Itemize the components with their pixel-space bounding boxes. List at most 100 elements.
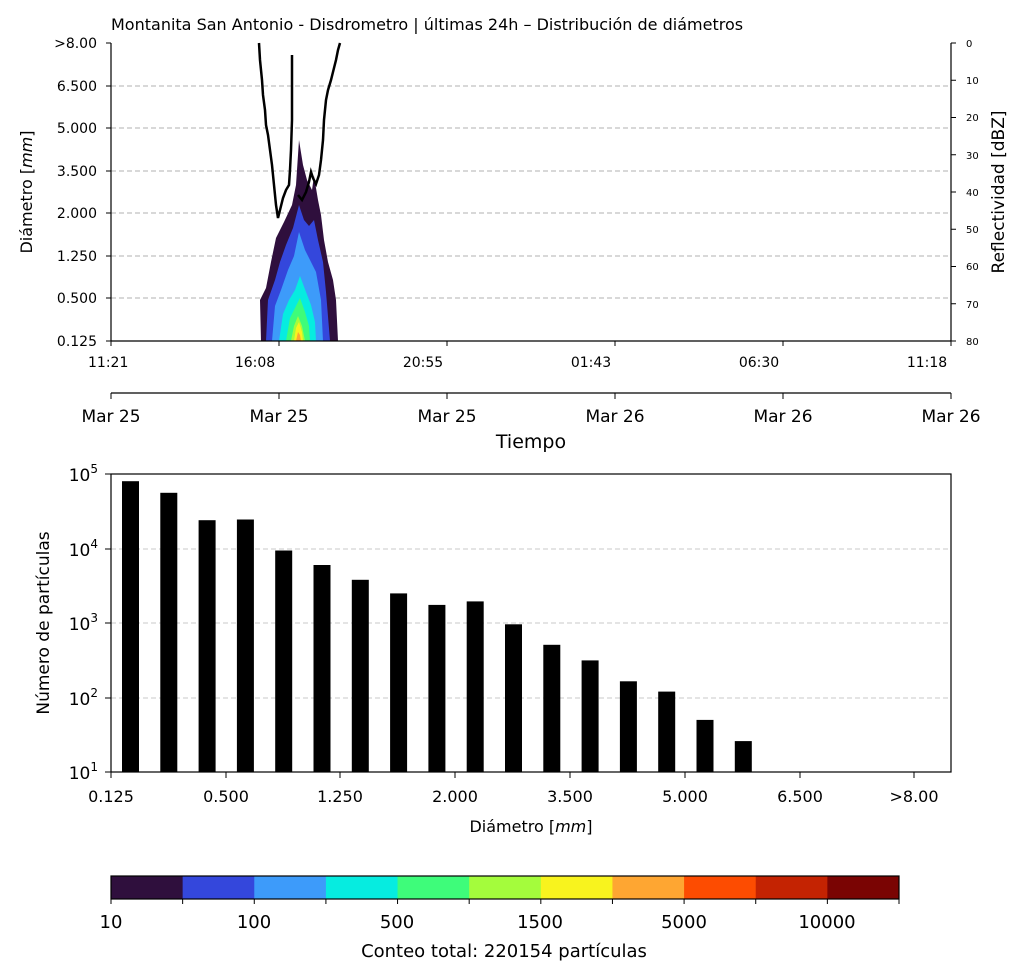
y-tick-label: 103 [69,611,98,635]
colorbar-caption: Conteo total: 220154 partículas [361,941,647,962]
colorbar-cell [254,876,327,899]
y2-tick-label: 20 [966,113,979,124]
colorbar-tick-label: 500 [380,912,414,933]
colorbar-cells [111,876,900,899]
y2-tick-label: 60 [966,262,979,273]
colorbar-labels: 10 100 500 1500 5000 10000 [100,912,856,933]
heatmap-layer [296,332,301,341]
time-tick-label: 01:43 [571,355,611,371]
histogram-bar [390,593,408,772]
histogram-bar [543,644,561,772]
colorbar: 10 100 500 1500 5000 10000 Conteo total:… [100,875,900,962]
x-tick-label: >8.00 [889,787,938,806]
colorbar-tick-label: 100 [237,912,271,933]
top-y-axis-label: Diámetro [mm] [17,130,36,253]
y-tick-label: 3.500 [57,164,97,180]
histogram-bar [160,492,178,772]
top-gridlines [111,85,951,299]
histogram-bars [122,481,752,772]
date-tick-label: Mar 25 [81,407,140,427]
date-tick-label: Mar 26 [585,407,644,427]
colorbar-cell [111,876,184,899]
histogram-bar [236,519,254,772]
colorbar-tick-label: 1500 [517,912,563,933]
histogram-bar [275,550,293,772]
top-y2-axis-label: Reflectividad [dBZ] [989,111,1009,274]
time-ticks: 11:21 16:08 20:55 01:43 06:30 11:18 [88,341,952,371]
time-axis-label: Tiempo [495,431,566,453]
y-tick-label: 101 [69,760,98,784]
top-y-ticks: 0.125 0.500 1.250 2.000 3.500 5.000 6.50… [54,36,111,350]
date-tick-label: Mar 25 [249,407,308,427]
time-tick-label: 11:18 [907,355,947,371]
heatmap-blob [260,140,338,341]
histogram-bar [428,604,446,772]
colorbar-cell [325,876,399,899]
heatmap-layer [294,322,303,341]
histogram-bar [505,624,522,772]
y-tick-label: 104 [69,537,98,561]
histogram-bar [619,681,637,772]
y2-tick-label: 70 [966,300,979,311]
y-tick-label: >8.00 [54,36,97,52]
colorbar-cell [469,876,542,899]
histogram-bar [351,579,369,772]
y2-tick-label: 10 [966,76,979,87]
date-tick-label: Mar 26 [753,407,812,427]
y-tick-label: 6.500 [57,79,97,95]
bottom-x-axis-label: Diámetro [mm] [469,817,592,836]
y-tick-label: 105 [69,462,98,486]
y-tick-label: 5.000 [57,121,97,137]
x-tick-label: 5.000 [662,787,708,806]
colorbar-tick-label: 10 [100,912,123,933]
time-tick-label: 06:30 [739,355,779,371]
colorbar-cell [182,876,255,899]
top-heatmap-panel: 0.125 0.500 1.250 2.000 3.500 5.000 6.50… [17,36,1009,453]
colorbar-cell [612,876,685,899]
reflectivity-line-left [257,42,294,219]
colorbar-cell [684,876,757,899]
histogram-bar [198,520,216,772]
histogram-bar [581,660,599,772]
top-y2-ticks: 0 10 20 30 40 50 60 70 80 [951,39,979,348]
x-tick-label: 2.000 [432,787,478,806]
histogram-bar [658,691,676,772]
bottom-x-ticks: 0.125 0.500 1.250 2.000 3.500 5.000 6.50… [88,772,939,806]
bottom-y-axis-label: Número de partículas [34,531,54,714]
y2-tick-label: 80 [966,337,979,348]
x-tick-label: 0.500 [203,787,249,806]
colorbar-tick-label: 10000 [798,912,855,933]
chart-title: Montanita San Antonio - Disdrometro | úl… [111,15,743,34]
reflectivity-line-right [297,42,342,203]
colorbar-cell [827,876,900,899]
histogram-bar [313,565,331,772]
y2-tick-label: 0 [966,39,972,50]
y2-tick-label: 30 [966,151,979,162]
y-tick-label: 0.500 [57,291,97,307]
y2-tick-label: 40 [966,188,979,199]
y2-tick-label: 50 [966,225,979,236]
histogram-bar [696,719,714,772]
y-tick-label: 0.125 [57,334,97,350]
colorbar-ticks [110,899,900,904]
x-tick-label: 0.125 [88,787,134,806]
histogram-bar [122,481,139,772]
bottom-histogram-panel: 101 102 103 104 105 0.125 0.500 1.250 2.… [34,462,952,836]
date-tick-label: Mar 26 [921,407,980,427]
time-tick-label: 16:08 [235,355,275,371]
colorbar-cell [755,876,828,899]
y-tick-label: 1.250 [57,249,97,265]
time-tick-label: 20:55 [403,355,443,371]
x-tick-label: 6.500 [777,787,823,806]
colorbar-frame [110,875,900,900]
bottom-y-ticks: 101 102 103 104 105 [69,462,111,784]
date-axis: Mar 25 Mar 25 Mar 25 Mar 26 Mar 26 Mar 2… [81,392,981,453]
y-tick-label: 102 [69,686,98,710]
time-tick-label: 11:21 [88,355,128,371]
x-tick-label: 3.500 [547,787,593,806]
date-tick-label: Mar 25 [417,407,476,427]
colorbar-cell [540,876,613,899]
x-tick-label: 1.250 [317,787,363,806]
histogram-bar [734,741,752,772]
